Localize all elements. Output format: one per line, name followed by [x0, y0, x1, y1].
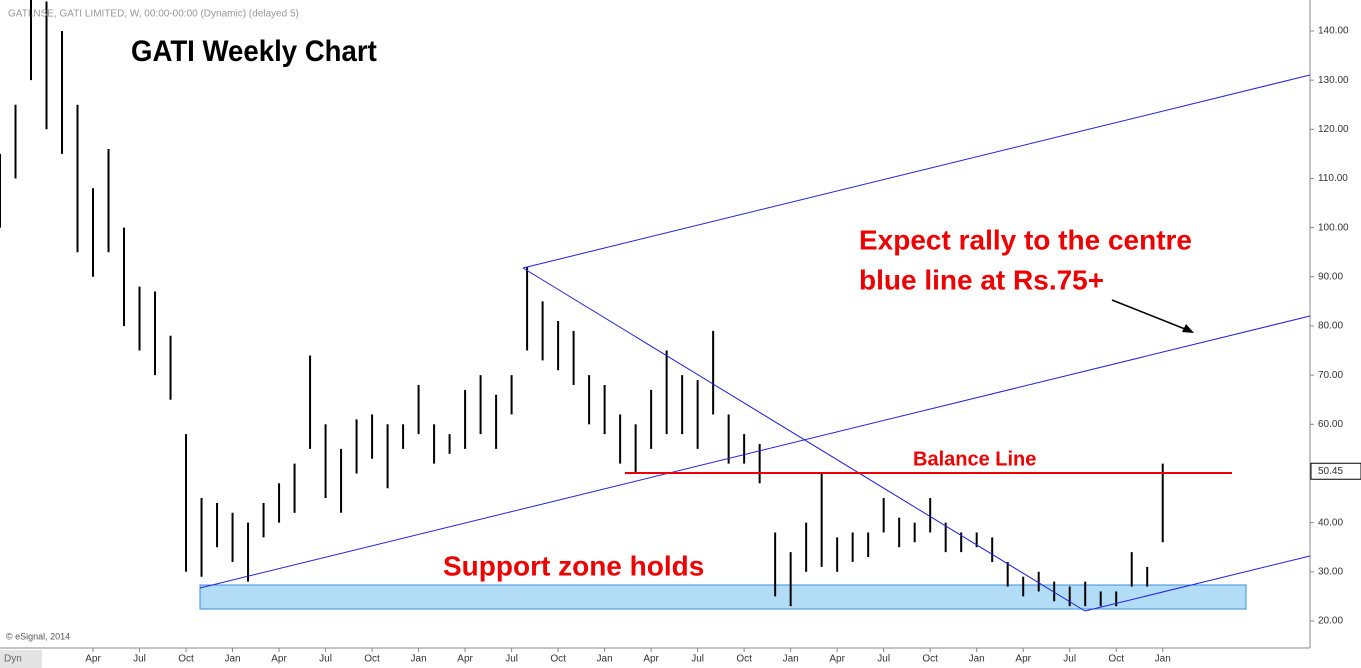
y-tick-label: 80.00 — [1318, 321, 1343, 332]
footer: © eSignal, 2014 — [6, 631, 70, 641]
x-tick-label: Jan — [597, 654, 613, 665]
x-tick-label: Apr — [271, 654, 287, 665]
x-tick-label: Jan — [783, 654, 799, 665]
y-tick-label: 130.00 — [1318, 75, 1349, 86]
chart-title: GATI Weekly Chart — [131, 35, 377, 68]
x-tick-label: Oct — [364, 654, 380, 665]
last-price-box — [1310, 462, 1361, 480]
mode-box — [0, 650, 42, 668]
annotation: Expect rally to the centre — [859, 224, 1192, 255]
x-tick-label: Jan — [224, 654, 240, 665]
arrow-shaft — [1111, 299, 1191, 332]
y-tick-label: 90.00 — [1318, 271, 1343, 282]
x-tick-label: Oct — [550, 654, 566, 665]
annotation: blue line at Rs.75+ — [859, 264, 1104, 295]
y-tick-label: 140.00 — [1318, 26, 1349, 37]
y-tick-label: 40.00 — [1318, 517, 1343, 528]
x-tick-label: Apr — [85, 654, 101, 665]
bars — [0, 0, 1164, 607]
x-tick-label: Jul — [133, 654, 146, 665]
arrow-head — [1182, 324, 1194, 333]
upper-channel-line — [522, 74, 1311, 269]
last-price-label: 50.45 — [1318, 466, 1343, 477]
x-tick-label: Oct — [922, 654, 938, 665]
centre-channel-line — [199, 315, 1311, 589]
x-tick-label: Oct — [736, 654, 752, 665]
x-tick-label: Jul — [319, 654, 332, 665]
support-zone — [199, 584, 1247, 610]
chart-header: GATI.NSE, GATI LIMITED, W, 00:00-00:00 (… — [8, 9, 299, 20]
x-tick-label: Apr — [457, 654, 473, 665]
y-tick-label: 30.00 — [1318, 566, 1343, 577]
annotation: Support zone holds — [443, 550, 704, 581]
descending-line — [522, 267, 1086, 612]
y-tick-label: 110.00 — [1318, 173, 1348, 184]
x-tick-label: Jul — [691, 654, 704, 665]
x-tick-label: Jan — [969, 654, 985, 665]
x-tick-label: Apr — [643, 654, 659, 665]
y-tick-label: 70.00 — [1318, 370, 1343, 381]
x-tick-label: Jul — [1063, 654, 1076, 665]
x-tick-label: Jan — [411, 654, 427, 665]
x-tick-label: Oct — [1108, 654, 1124, 665]
x-tick-label: Apr — [1015, 654, 1031, 665]
y-tick-label: 60.00 — [1318, 419, 1343, 430]
y-tick-label: 20.00 — [1318, 616, 1343, 627]
x-tick-label: Apr — [829, 654, 845, 665]
mode-label: Dyn — [4, 654, 22, 665]
x-tick-label: Jul — [505, 654, 518, 665]
x-tick-label: Jan — [1155, 654, 1171, 665]
annotation: Balance Line — [913, 448, 1036, 470]
x-tick-label: Jul — [877, 654, 890, 665]
lower-channel-line — [1084, 555, 1311, 612]
y-tick-label: 100.00 — [1318, 222, 1349, 233]
y-tick-label: 120.00 — [1318, 124, 1349, 135]
x-tick-label: Oct — [178, 654, 194, 665]
